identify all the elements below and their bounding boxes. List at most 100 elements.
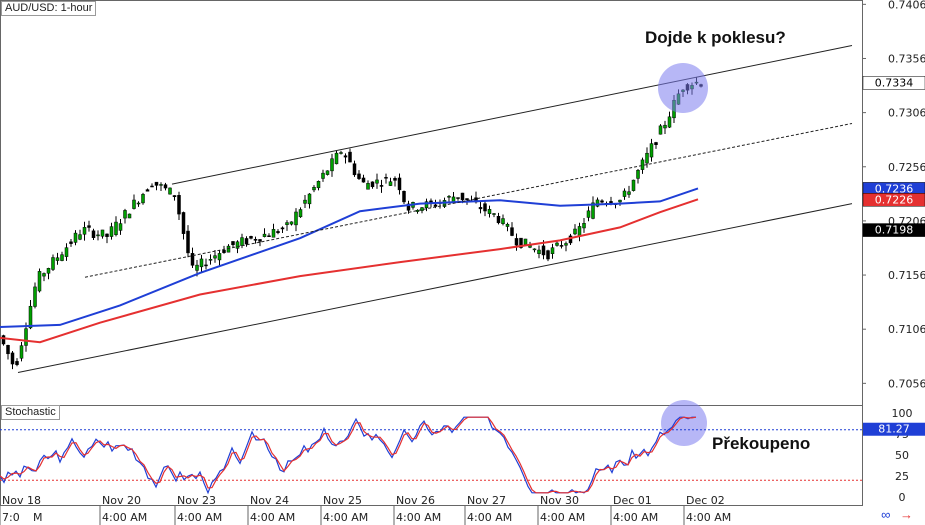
candle-bear xyxy=(600,200,604,203)
candle-bull xyxy=(136,202,141,205)
candle-bull xyxy=(339,152,343,154)
x-time-label: 4:00 AM xyxy=(467,511,512,524)
arrow-right-icon[interactable]: → xyxy=(900,507,913,522)
candle-bear xyxy=(253,239,258,241)
candle-bull xyxy=(523,238,528,245)
candle-bear xyxy=(357,173,361,179)
candle-bull xyxy=(132,199,136,209)
candle-bull xyxy=(330,158,334,172)
candle-bull xyxy=(289,221,294,225)
x-time-label: M xyxy=(33,511,43,524)
candle-bear xyxy=(456,197,460,199)
candle-bull xyxy=(298,209,303,218)
candle-bear xyxy=(1,335,6,345)
candle-bull xyxy=(366,183,370,190)
candle-bear xyxy=(496,216,501,224)
candle-bull xyxy=(537,249,541,254)
candle-bear xyxy=(276,231,280,233)
candle-bull xyxy=(217,253,222,261)
x-time-label: 4:00 AM xyxy=(102,511,147,524)
x-date-label: Nov 23 xyxy=(177,494,216,507)
candle-bear xyxy=(384,177,388,179)
candle-bear xyxy=(154,181,159,186)
candle-bull xyxy=(78,234,82,240)
candle-bear xyxy=(258,239,262,242)
stochastic-panel-border xyxy=(0,405,863,506)
candle-bull xyxy=(64,247,69,257)
candle-bull xyxy=(51,257,55,270)
x-date-label: Dec 01 xyxy=(613,494,652,507)
y-tick-label: 0.7306 xyxy=(888,107,925,120)
candle-bull xyxy=(447,196,451,198)
candle-bull xyxy=(582,223,586,229)
candle-bear xyxy=(514,238,519,246)
candle-bull xyxy=(528,245,532,248)
candle-bull xyxy=(118,223,123,231)
candle-bear xyxy=(348,151,352,163)
link-icon[interactable]: ∞ xyxy=(881,507,891,522)
channel-mid-line xyxy=(84,122,853,278)
candle-bull xyxy=(375,179,379,184)
y-tick-label: 0.7056 xyxy=(888,377,925,390)
candle-bull xyxy=(636,169,640,179)
ma-fast-line xyxy=(0,187,699,328)
channel-upper-line xyxy=(171,44,853,185)
x-time-label: 4:00 AM xyxy=(323,511,368,524)
candle-bull xyxy=(262,233,267,237)
candle-bull xyxy=(141,194,145,204)
candle-bear xyxy=(91,230,96,238)
candle-bull xyxy=(627,191,631,195)
candle-bull xyxy=(591,202,595,219)
candle-bull xyxy=(618,199,622,203)
candle-bear xyxy=(186,230,190,254)
candle-bull xyxy=(595,199,600,207)
candle-bull xyxy=(271,229,276,238)
stochastic-value-tag xyxy=(863,422,925,436)
candle-bear xyxy=(654,142,658,145)
x-date-label: Nov 24 xyxy=(250,494,289,507)
candle-bull xyxy=(127,213,132,219)
candle-bear xyxy=(559,245,564,247)
x-time-label: 4:00 AM xyxy=(250,511,295,524)
candle-bull xyxy=(321,172,325,179)
candle-bear xyxy=(370,181,375,188)
candle-bull xyxy=(658,125,663,135)
y-tick-label: 0.7256 xyxy=(888,161,925,174)
candle-bear xyxy=(519,237,523,248)
candle-bear xyxy=(343,155,348,158)
candle-bull xyxy=(208,259,213,261)
candle-bull xyxy=(213,255,217,259)
candle-bull xyxy=(303,199,307,204)
candle-bear xyxy=(105,233,109,237)
candle-bull xyxy=(487,209,492,214)
candle-bear xyxy=(465,198,469,201)
annotation-top: Dojde k poklesu? xyxy=(645,28,786,47)
stochastic-label: Stochastic xyxy=(1,405,60,420)
candle-bull xyxy=(492,213,496,215)
candle-bear xyxy=(6,345,10,355)
candle-bear xyxy=(222,250,226,253)
candle-bull xyxy=(550,247,555,254)
x-date-label: Nov 27 xyxy=(467,494,506,507)
candle-bull xyxy=(312,186,316,191)
price-tag xyxy=(862,193,925,207)
x-time-label: 4:00 AM xyxy=(686,511,731,524)
candle-bear xyxy=(510,227,514,236)
candle-bull xyxy=(555,242,559,246)
candle-bull xyxy=(316,181,321,189)
candle-bull xyxy=(168,187,172,195)
candle-bear xyxy=(267,235,271,237)
y-tick-label: 0.7406 xyxy=(888,0,925,11)
candle-bear xyxy=(87,225,91,228)
candle-bull xyxy=(28,305,33,329)
chart-title: AUD/USD: 1-hour xyxy=(1,1,97,16)
candle-bear xyxy=(190,253,195,266)
candle-bull xyxy=(33,286,37,307)
candle-bull xyxy=(325,170,330,175)
y-tick-label: 0.7156 xyxy=(888,269,925,282)
x-time-label: 4:00 AM xyxy=(540,511,585,524)
candle-bear xyxy=(541,245,546,256)
candle-bull xyxy=(649,143,654,158)
candle-bull xyxy=(226,245,231,253)
price-tag-label: 0.7198 xyxy=(875,224,914,237)
